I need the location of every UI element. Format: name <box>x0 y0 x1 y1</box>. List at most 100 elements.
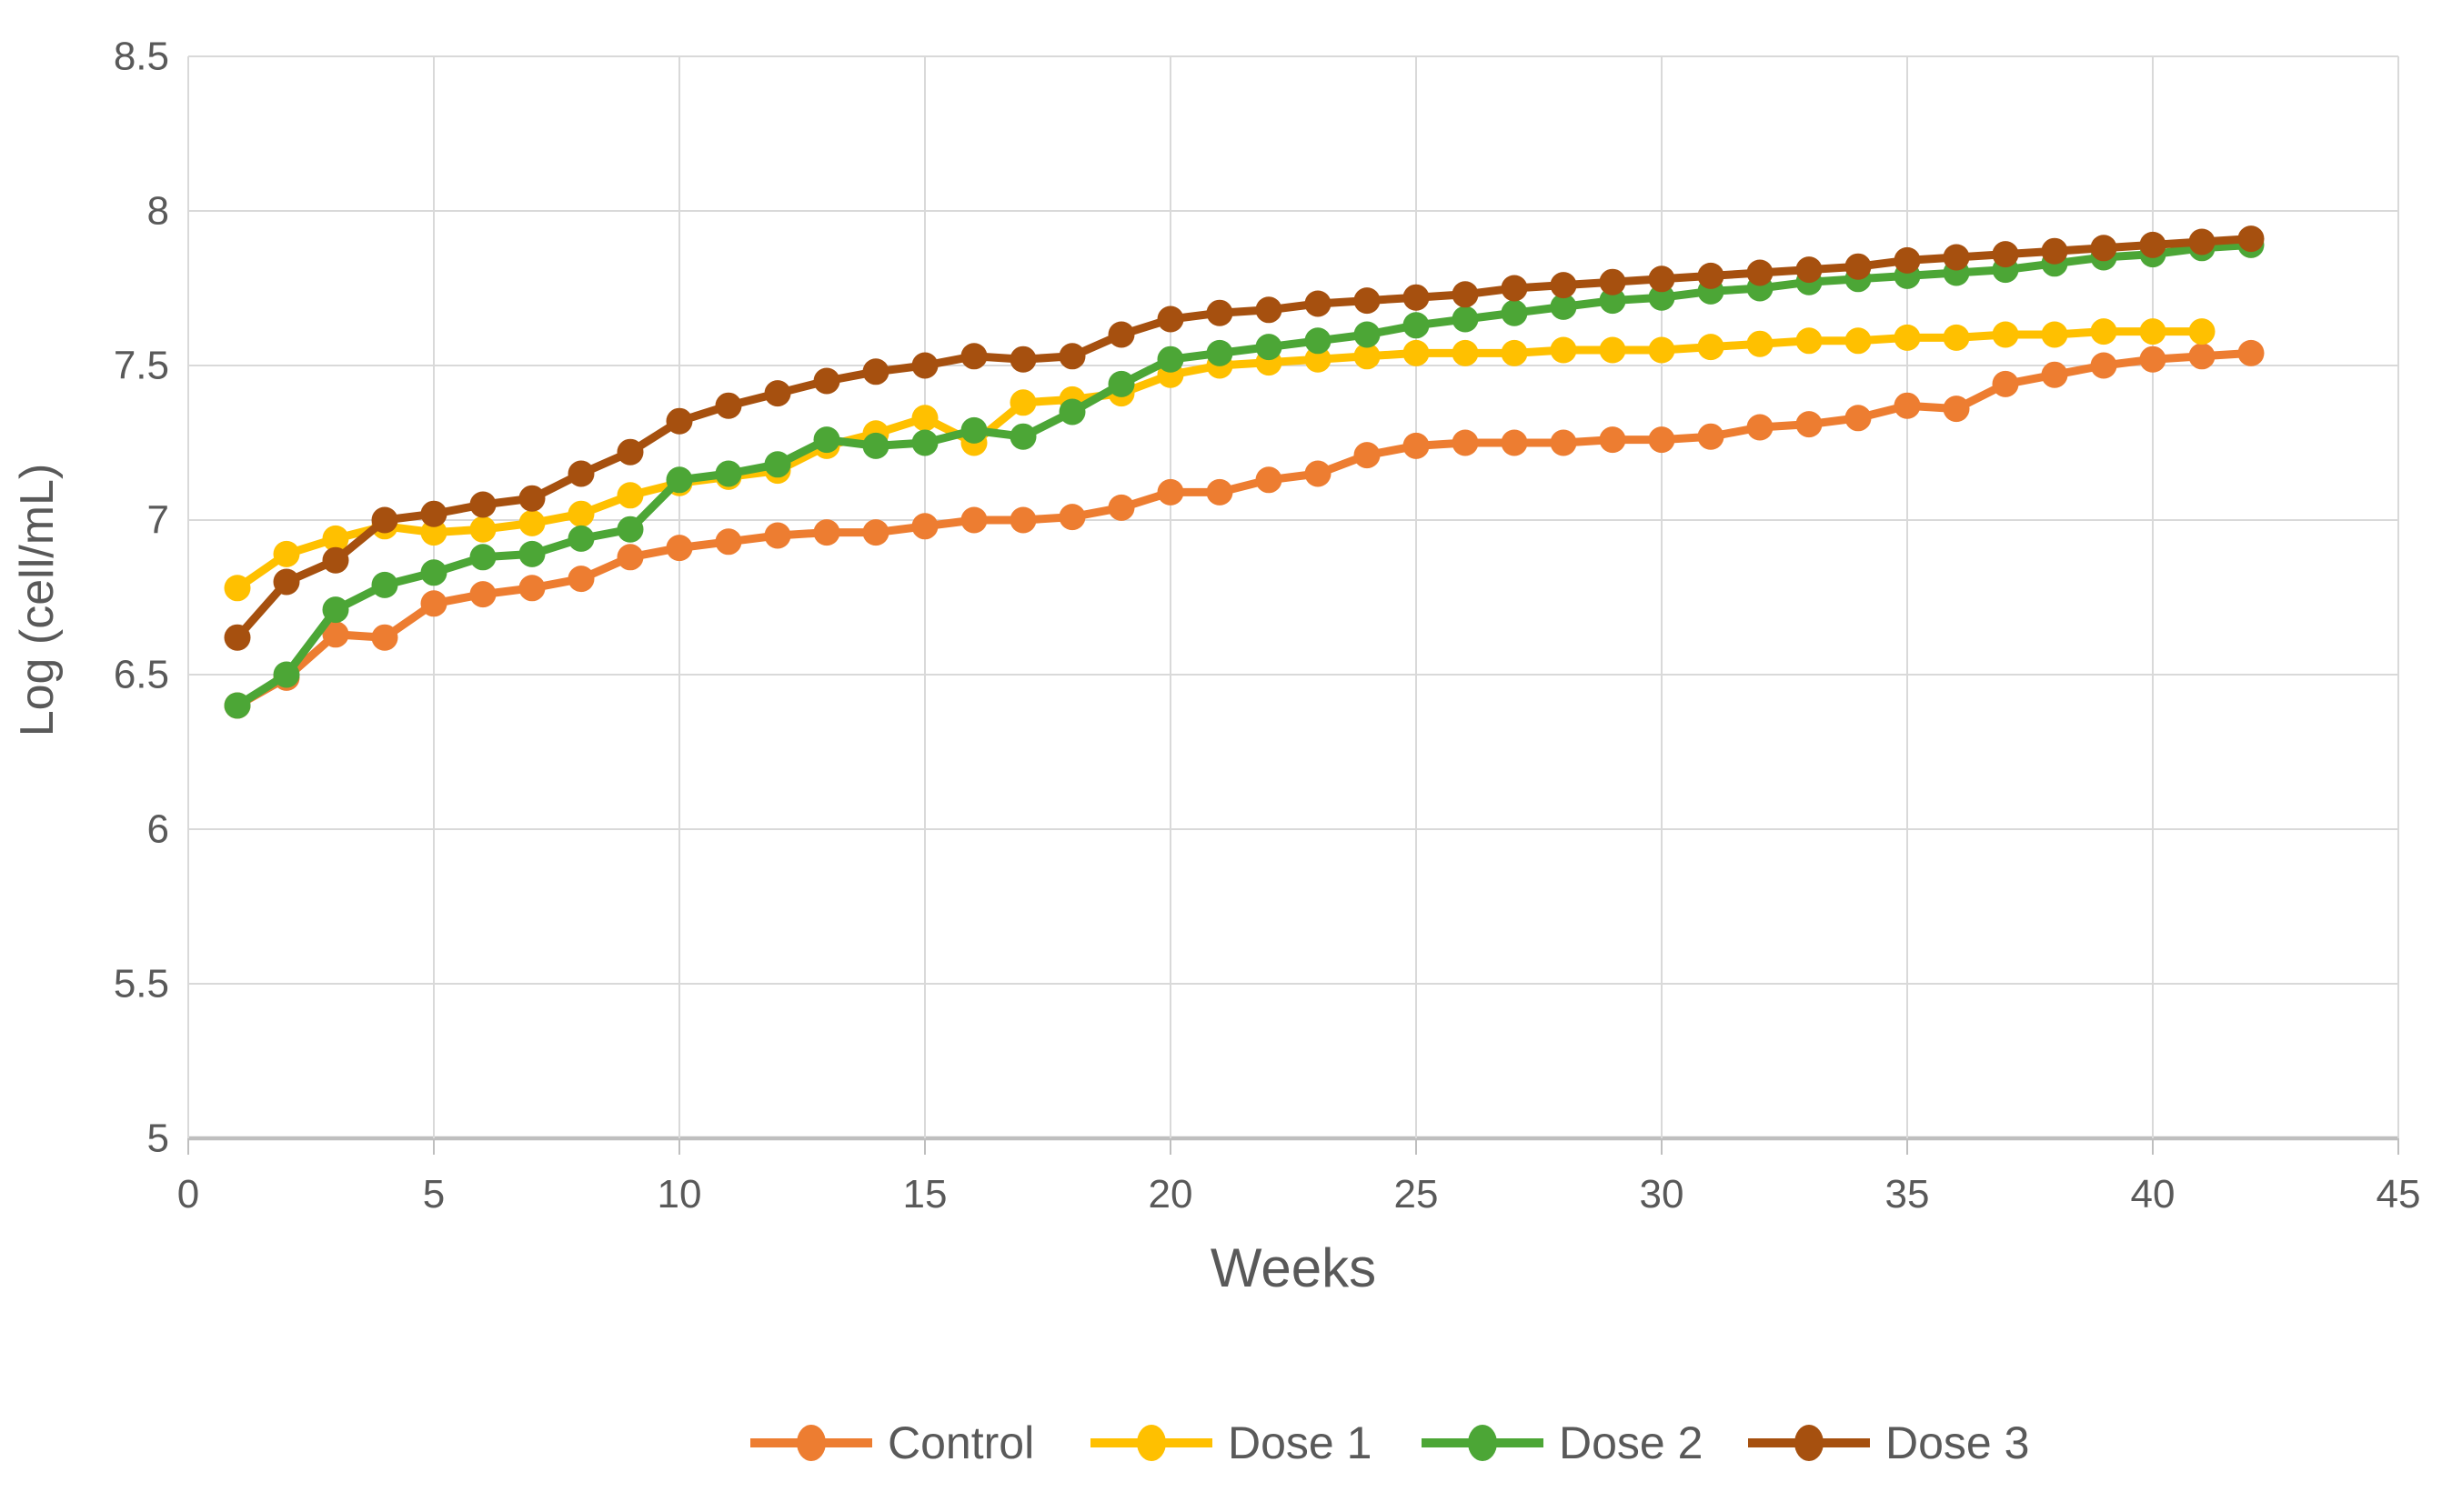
series-dose-2 <box>224 231 2265 719</box>
series-dose-2-point <box>469 544 497 571</box>
series-dose-3-point <box>2090 235 2117 262</box>
series-dose-1-point <box>2041 321 2068 348</box>
x-tick-label: 30 <box>1640 1172 1684 1217</box>
series-dose-1-point <box>1844 327 1872 355</box>
series-dose-2-point <box>420 559 447 586</box>
x-axis-tick-labels: 0 5 10 15 20 25 30 35 40 45 <box>177 1172 2421 1217</box>
series-control-point <box>420 590 447 617</box>
series-dose-2-point <box>813 426 840 454</box>
series-dose-3-point <box>1550 272 1577 299</box>
series-dose-3-point <box>1255 296 1282 324</box>
series-dose-1-point <box>1795 327 1823 355</box>
series-control-point <box>1992 370 2019 397</box>
series-control-point <box>1795 411 1823 438</box>
series-dose-3-point <box>371 506 398 534</box>
series-dose-3-point <box>1697 262 1724 289</box>
series-dose-3-point <box>1648 265 1675 293</box>
x-tick-label: 5 <box>423 1172 445 1217</box>
series-dose-3-point <box>1010 345 1037 373</box>
series-control-point <box>960 506 988 534</box>
gridlines <box>187 55 2399 1141</box>
series-dose-3-point <box>960 343 988 370</box>
series-dose-3-point <box>224 624 251 651</box>
series-control <box>224 339 2265 719</box>
series-control-point <box>2041 361 2068 388</box>
series-dose-2-point <box>1059 398 1086 426</box>
series-dose-1-point <box>1501 339 1528 366</box>
series-control-point <box>1648 426 1675 454</box>
series-control-point <box>1304 460 1332 487</box>
series-dose-1-point <box>322 525 349 552</box>
legend-marker-dot <box>1794 1425 1824 1461</box>
series-dose-3-point <box>1402 284 1430 311</box>
series-dose-2-point <box>1304 327 1332 355</box>
series-dose-3-point <box>1746 259 1774 286</box>
series-dose-2-point <box>1255 334 1282 361</box>
legend-item-control: Control <box>750 1417 1034 1468</box>
y-tick-label: 8.5 <box>114 35 169 79</box>
series-dose-3-point <box>666 407 693 435</box>
series-control-point <box>1501 429 1528 456</box>
y-axis-tick-labels: 5 5.5 6 6.5 7 7.5 8 8.5 <box>114 35 169 1161</box>
series-dose-3-point <box>862 358 889 386</box>
series-control-point <box>617 544 644 571</box>
series-dose-2-point <box>224 692 251 719</box>
series-dose-3-point <box>2237 225 2265 253</box>
series-dose-1-point <box>1746 330 1774 357</box>
series-dose-1-point <box>2090 318 2117 345</box>
series-control-point <box>666 535 693 562</box>
series-control-point <box>1108 494 1135 521</box>
legend-label-dose-2: Dose 2 <box>1559 1417 1703 1468</box>
series-control-point <box>1894 392 1921 419</box>
series-dose-2-point <box>1599 287 1626 315</box>
x-axis-title: Weeks <box>1211 1237 1376 1298</box>
series-control-point <box>469 581 497 608</box>
series-dose-3-point <box>1206 299 1233 326</box>
x-tick-label: 25 <box>1394 1172 1439 1217</box>
x-tick-label: 45 <box>2377 1172 2421 1217</box>
series-dose-2-point <box>666 466 693 494</box>
series-dose-3-point <box>1599 268 1626 295</box>
series-control-point <box>371 624 398 651</box>
series-dose-3-point <box>1059 343 1086 370</box>
x-tick-label: 20 <box>1149 1172 1193 1217</box>
series-control-point <box>1157 478 1184 506</box>
series-control-point <box>1844 405 1872 432</box>
series-dose-2-point <box>1108 370 1135 397</box>
series-dose-3-point <box>813 367 840 395</box>
series-control-point <box>764 522 791 549</box>
series-dose-3-point <box>617 438 644 466</box>
series-dose-1-point <box>1599 336 1626 364</box>
y-tick-label: 5.5 <box>114 962 169 1006</box>
x-tick-label: 0 <box>177 1172 199 1217</box>
legend: Control Dose 1 Dose 2 Dose 3 <box>750 1417 2029 1468</box>
series-control-point <box>1353 442 1381 469</box>
series-dose-2-point <box>862 432 889 459</box>
series-dose-2-point <box>960 416 988 444</box>
series-dose-3-point <box>1108 321 1135 348</box>
series-control-point <box>1402 432 1430 459</box>
series-dose-3-point <box>1795 256 1823 284</box>
legend-label-control: Control <box>888 1417 1034 1468</box>
x-tick-label: 35 <box>1885 1172 1930 1217</box>
series-dose-1-point <box>518 509 546 536</box>
series-dose-3-point <box>2139 231 2166 258</box>
series-dose-1-point <box>1452 339 1479 366</box>
series-dose-1-point <box>1353 343 1381 370</box>
legend-marker-dot <box>1137 1425 1166 1461</box>
series-dose-3-point <box>1452 281 1479 308</box>
series-dose-1-point <box>1894 324 1921 351</box>
series-control-point <box>2139 345 2166 373</box>
series-dose-2-point <box>715 460 742 487</box>
y-tick-label: 5 <box>147 1116 169 1161</box>
series-control-point <box>2188 343 2216 370</box>
series-dose-2-point <box>518 540 546 567</box>
series-dose-1-point <box>1992 321 2019 348</box>
series-dose-3-point <box>911 352 939 379</box>
legend-label-dose-3: Dose 3 <box>1885 1417 2029 1468</box>
legend-item-dose-1: Dose 1 <box>1090 1417 1372 1468</box>
series-control-point <box>568 566 595 593</box>
series-dose-2-point <box>617 516 644 543</box>
series-dose-1-point <box>1010 389 1037 416</box>
